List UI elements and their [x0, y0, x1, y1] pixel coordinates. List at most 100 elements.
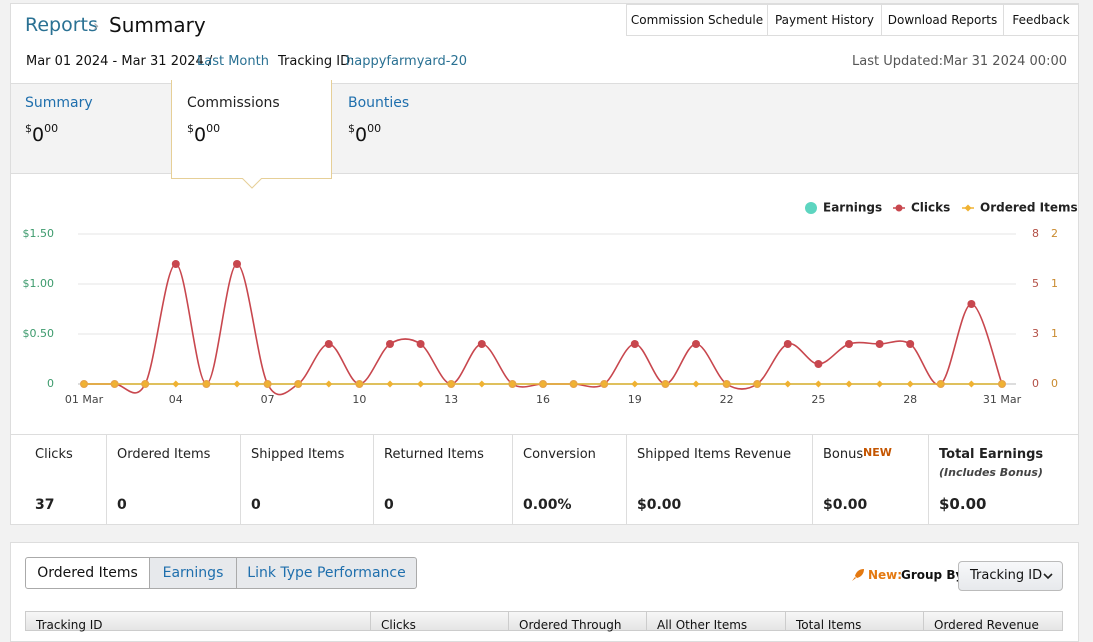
stat-label: Returned Items: [384, 447, 484, 462]
point: [386, 340, 394, 348]
stat-sublabel: (Includes Bonus): [939, 466, 1043, 479]
column-header[interactable]: Ordered Revenue: [923, 611, 1063, 631]
rocket-icon: [851, 568, 865, 582]
breadcrumb[interactable]: Reports: [25, 14, 98, 36]
header-button[interactable]: Download Reports: [881, 4, 1004, 36]
tab-label[interactable]: Summary: [25, 95, 93, 111]
x-tick-label: 28: [903, 393, 917, 406]
column-separator: [928, 435, 929, 525]
point: [693, 381, 700, 388]
column-separator: [240, 435, 241, 525]
x-tick-label: 16: [536, 393, 550, 406]
column-header[interactable]: Total Items: [785, 611, 924, 631]
legend-label: Clicks: [911, 201, 950, 215]
currency: $: [348, 122, 355, 135]
point: [845, 340, 853, 348]
x-tick-label: 01 Mar: [65, 393, 104, 406]
stat-value: 37: [35, 497, 54, 513]
x-tick-label: 04: [169, 393, 183, 406]
period-link[interactable]: Last Month: [197, 54, 269, 69]
point: [325, 381, 332, 388]
point: [478, 381, 485, 388]
date-range: Mar 01 2024 - Mar 31 2024 /: [26, 54, 212, 69]
point: [417, 340, 425, 348]
point: [784, 381, 791, 388]
amount-cents: 00: [367, 122, 381, 135]
tab-label[interactable]: Commissions: [187, 95, 280, 111]
y3-tick-label: 2: [1051, 227, 1058, 240]
point: [968, 381, 975, 388]
tracking-id[interactable]: happyfarmyard-20: [346, 54, 467, 69]
tab-amount: $000: [348, 124, 381, 146]
stat-value: 0: [251, 497, 261, 513]
header-button[interactable]: Commission Schedule: [626, 4, 768, 36]
point: [631, 340, 639, 348]
point: [417, 381, 424, 388]
y-tick-label: $0.50: [23, 327, 55, 340]
stat-label: Conversion: [523, 447, 596, 462]
page-title: Summary: [109, 13, 206, 37]
y-tick-label: $1.00: [23, 277, 55, 290]
divider: [11, 434, 1078, 435]
y2-tick-label: 3: [1032, 327, 1039, 340]
column-separator: [512, 435, 513, 525]
column-header[interactable]: Ordered Through: [508, 611, 647, 631]
point: [967, 300, 975, 308]
y3-tick-label: 0: [1051, 377, 1058, 390]
chevron: ›: [93, 16, 99, 35]
report-tab[interactable]: Earnings: [149, 557, 237, 589]
tab-amount: $000: [187, 124, 220, 146]
point: [172, 260, 180, 268]
point: [325, 340, 333, 348]
point: [876, 381, 883, 388]
column-header[interactable]: Clicks: [370, 611, 509, 631]
tab-amount: $000: [25, 124, 58, 146]
amount-whole: 0: [32, 124, 44, 146]
y-tick-label: $1.50: [23, 227, 55, 240]
y-tick-label: 0: [47, 377, 54, 390]
point: [233, 260, 241, 268]
legend-swatch: [896, 205, 903, 212]
header-button[interactable]: Payment History: [767, 4, 882, 36]
amount-whole: 0: [194, 124, 206, 146]
y3-tick-label: 1: [1051, 327, 1058, 340]
x-tick-label: 31 Mar: [983, 393, 1022, 406]
tab-label[interactable]: Bounties: [348, 95, 409, 111]
legend-label: Earnings: [823, 201, 882, 215]
point: [784, 340, 792, 348]
column-separator: [106, 435, 107, 525]
point: [172, 381, 179, 388]
stat-label: Shipped Items Revenue: [637, 447, 791, 462]
column-header[interactable]: All Other Items: [646, 611, 786, 631]
group-by-select[interactable]: Tracking ID: [958, 561, 1063, 591]
currency: $: [25, 122, 32, 135]
currency: $: [187, 122, 194, 135]
group-by-value: Tracking ID: [970, 568, 1042, 583]
header-button[interactable]: Feedback: [1003, 4, 1079, 36]
report-tab[interactable]: Link Type Performance: [236, 557, 417, 589]
last-updated: Last Updated:Mar 31 2024 00:00: [852, 54, 1067, 69]
x-tick-label: 25: [811, 393, 825, 406]
y3-tick-label: 1: [1051, 277, 1058, 290]
stat-value: $0.00: [637, 497, 681, 513]
stat-value: $0.00: [939, 495, 986, 513]
point: [846, 381, 853, 388]
new-label: New:: [868, 568, 902, 582]
report-tab[interactable]: Ordered Items: [25, 557, 150, 589]
point: [876, 340, 884, 348]
select-arrow: [1043, 573, 1053, 580]
stat-value: 0.00%: [523, 497, 572, 513]
y2-tick-label: 0: [1032, 377, 1039, 390]
legend-swatch: [805, 202, 817, 214]
x-tick-label: 07: [261, 393, 275, 406]
column-header[interactable]: Tracking ID: [25, 611, 371, 631]
point: [692, 340, 700, 348]
amount-cents: 00: [206, 122, 220, 135]
stat-label: Clicks: [35, 447, 73, 462]
page: Reports › Summary Commission Schedule Pa…: [0, 0, 1093, 627]
y2-tick-label: 8: [1032, 227, 1039, 240]
stat-label: Ordered Items: [117, 447, 210, 462]
column-separator: [373, 435, 374, 525]
legend-label: Ordered Items: [980, 201, 1078, 215]
